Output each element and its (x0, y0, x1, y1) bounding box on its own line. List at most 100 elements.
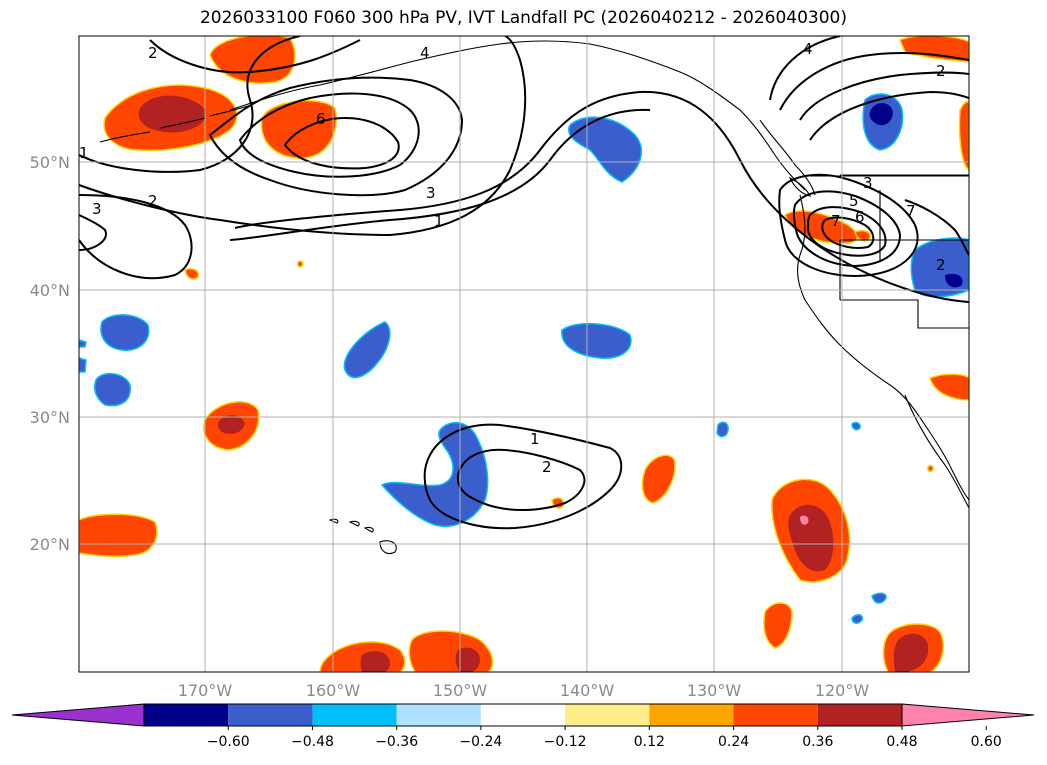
vancouver-island (788, 176, 812, 197)
colorbar-swatch (312, 704, 397, 726)
warm-anomaly (958, 100, 969, 171)
cool-anomaly (851, 614, 864, 624)
colorbar-tick-label: 0.60 (971, 734, 1002, 750)
warm-anomaly-core (893, 633, 929, 672)
hawaii-coast (328, 518, 397, 555)
cool-anomaly (716, 421, 729, 438)
warm-anomaly (929, 373, 969, 401)
contour-label: 4 (420, 44, 430, 62)
cool-anomaly (100, 314, 150, 351)
lat-label: 40°N (30, 281, 70, 300)
warm-anomaly (927, 464, 934, 473)
lon-label: 140°W (560, 681, 615, 700)
cool-anomaly-core (945, 273, 963, 288)
warm-anomaly-core (788, 504, 834, 572)
warm-anomaly (641, 454, 676, 504)
contour-label: 1 (79, 144, 89, 162)
contour-label: 7 (906, 202, 916, 220)
lon-label: 170°W (178, 681, 233, 700)
lon-label: 160°W (306, 681, 361, 700)
contour-line (792, 190, 902, 268)
warm-anomaly (184, 268, 200, 280)
colorbar-tick-label: −0.24 (459, 734, 502, 750)
contour-label: 3 (92, 200, 102, 218)
contour-label: 2 (936, 256, 946, 274)
contour-label: 6 (855, 208, 865, 226)
contour-line (456, 448, 586, 512)
lat-label: 20°N (30, 535, 70, 554)
map-title: 2026033100 F060 300 hPa PV, IVT Landfall… (199, 8, 847, 28)
warm-anomaly-core (138, 95, 206, 133)
colorbar-swatch (396, 704, 481, 726)
contour-line (79, 214, 107, 251)
warm-anomaly (899, 36, 969, 63)
warm-anomaly-core (455, 647, 480, 672)
lat-label: 30°N (30, 408, 70, 427)
cool-anomaly (79, 357, 87, 373)
contour-label: 1 (530, 430, 540, 448)
contour-line (809, 90, 969, 141)
cool-anomaly (343, 321, 391, 379)
contour-label: 2 (542, 458, 552, 476)
contour-line (234, 90, 969, 303)
cool-anomaly (79, 339, 87, 348)
baja-california-coast (904, 394, 969, 509)
warm-anomaly-max (800, 515, 809, 525)
us-state-border (839, 174, 969, 329)
map-frame (78, 35, 970, 673)
alaska-coastline (229, 40, 806, 191)
contour-label: 1 (434, 212, 444, 230)
cool-anomaly (561, 322, 632, 359)
contour-labels: 2 4 1 6 3 1 3 2 4 2 3 5 6 7 7 2 1 2 (79, 40, 946, 476)
colorbar-swatch (228, 704, 313, 726)
lon-label: 130°W (687, 681, 742, 700)
colorbar-tick-label: 0.36 (802, 734, 833, 750)
colorbar-tick-label: 0.12 (634, 734, 665, 750)
contours (79, 36, 969, 530)
warm-anomaly-core (217, 415, 245, 434)
colorbar-frame (143, 703, 903, 727)
lat-label: 50°N (30, 153, 70, 172)
colorbar-tick-label: −0.12 (544, 734, 587, 750)
contour-label: 2 (148, 44, 158, 62)
gridlines (79, 36, 969, 672)
contour-line (904, 199, 969, 256)
contour-line (79, 36, 527, 237)
warm-anomaly (297, 260, 304, 268)
warm-anomaly-core (360, 650, 390, 672)
contour-label: 3 (863, 174, 873, 192)
contour-line (423, 423, 623, 530)
contour-label: 2 (148, 192, 158, 210)
lon-label: 150°W (433, 681, 488, 700)
cool-anomaly (380, 421, 489, 527)
colorbar-swatch (649, 704, 734, 726)
cool-anomaly (871, 592, 887, 604)
colorbar-tick-label: 0.48 (886, 734, 917, 750)
colorbar-tick-label: −0.60 (207, 734, 250, 750)
contour-line (283, 116, 400, 170)
aleutian-islands (99, 105, 249, 143)
contour-line (769, 36, 969, 111)
contour-label: 5 (849, 192, 859, 210)
british-columbia-coast (759, 119, 816, 196)
warm-anomaly (854, 229, 871, 242)
contour-line (208, 76, 464, 197)
cool-anomaly (93, 373, 131, 407)
contour-label: 7 (831, 212, 841, 230)
contour-label: 2 (936, 62, 946, 80)
cool-anomaly-core (869, 103, 893, 126)
colorbar-swatch (817, 704, 902, 726)
warm-anomaly (763, 602, 793, 649)
colorbar-extend-max (901, 703, 1035, 727)
colorbar-swatch (565, 704, 650, 726)
contour-label: 6 (316, 110, 326, 128)
contour-label: 3 (426, 184, 436, 202)
colorbar-tick-label: −0.36 (375, 734, 418, 750)
contour-line (806, 206, 887, 257)
contour-label: 4 (803, 40, 813, 58)
contour-line (79, 36, 301, 173)
contour-line (238, 92, 420, 178)
colorbar: −0.60 −0.48 −0.36 −0.24 −0.12 0.12 0.24 0.36 0.4… (11, 703, 1035, 750)
latitude-labels: 50°N 40°N 30°N 20°N (30, 153, 70, 554)
